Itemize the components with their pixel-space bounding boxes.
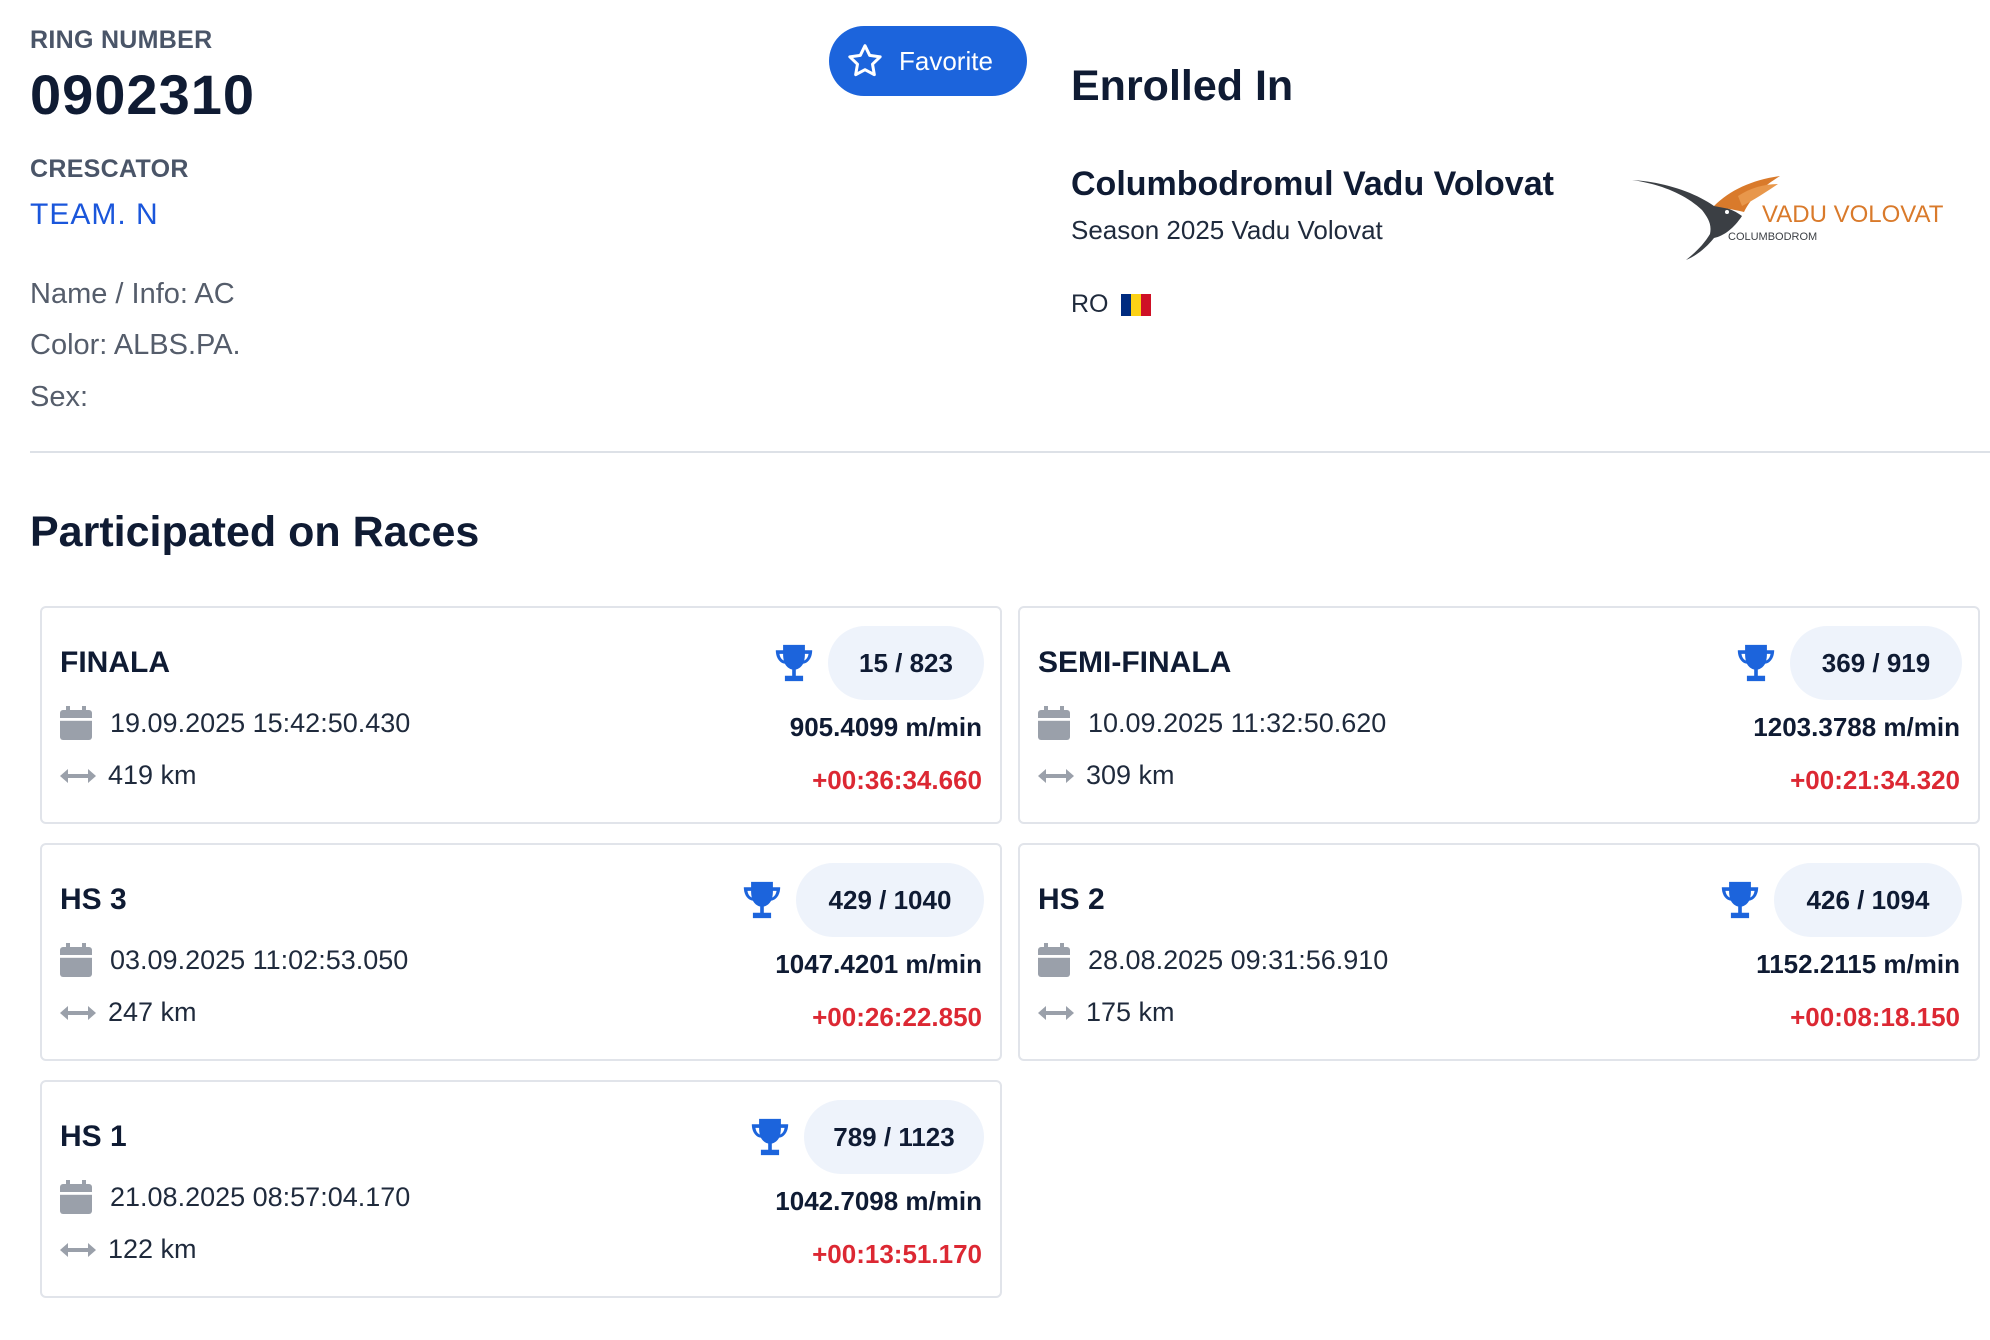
trophy-icon bbox=[775, 644, 813, 682]
calendar-icon bbox=[60, 943, 92, 977]
race-date: 19.09.2025 15:42:50.430 bbox=[60, 706, 410, 740]
race-card[interactable]: SEMI-FINALA 369 / 919 10.09.2025 11:32:5… bbox=[1018, 606, 1980, 824]
ring-number-label: RING NUMBER bbox=[30, 26, 213, 54]
race-name: HS 1 bbox=[60, 1120, 127, 1153]
race-name: HS 3 bbox=[60, 883, 127, 916]
race-date: 28.08.2025 09:31:56.910 bbox=[1038, 943, 1388, 977]
trophy-icon bbox=[751, 1118, 789, 1156]
race-speed: 1047.4201 m/min bbox=[775, 949, 982, 979]
rank-badge: 426 / 1094 bbox=[1774, 863, 1962, 937]
race-delay: +00:36:34.660 bbox=[812, 765, 982, 795]
race-delay: +00:26:22.850 bbox=[812, 1002, 982, 1032]
race-distance: 309 km bbox=[1038, 760, 1175, 791]
races-title: Participated on Races bbox=[30, 508, 480, 556]
section-divider bbox=[30, 451, 1990, 453]
race-speed: 1042.7098 m/min bbox=[775, 1186, 982, 1216]
race-speed: 1152.2115 m/min bbox=[1756, 949, 1960, 979]
race-card[interactable]: HS 3 429 / 1040 03.09.2025 11:02:53.050 … bbox=[40, 843, 1002, 1061]
race-distance: 122 km bbox=[60, 1234, 197, 1265]
distance-arrows-icon bbox=[60, 768, 96, 783]
race-name: SEMI-FINALA bbox=[1038, 646, 1232, 679]
trophy-icon bbox=[1721, 881, 1759, 919]
race-distance: 247 km bbox=[60, 997, 197, 1028]
svg-text:COLUMBODROM: COLUMBODROM bbox=[1728, 231, 1817, 243]
country-code: RO bbox=[1071, 290, 1109, 318]
calendar-icon bbox=[60, 1180, 92, 1214]
calendar-icon bbox=[1038, 943, 1070, 977]
race-speed: 905.4099 m/min bbox=[789, 712, 982, 742]
race-name: HS 2 bbox=[1038, 883, 1105, 916]
crescator-label: CRESCATOR bbox=[30, 155, 189, 183]
club-logo: VADU VOLOVAT COLUMBODROM bbox=[1632, 176, 1944, 260]
season-name: Season 2025 Vadu Volovat bbox=[1071, 215, 1383, 245]
romania-flag-icon bbox=[1120, 293, 1151, 316]
race-speed: 1203.3788 m/min bbox=[1753, 712, 1960, 742]
race-delay: +00:21:34.320 bbox=[1790, 765, 1960, 795]
club-name[interactable]: Columbodromul Vadu Volovat bbox=[1071, 165, 1554, 203]
distance-arrows-icon bbox=[1038, 1005, 1074, 1020]
ring-number: 0902310 bbox=[30, 63, 256, 126]
race-delay: +00:13:51.170 bbox=[812, 1239, 982, 1269]
name-info: Name / Info: AC bbox=[30, 278, 235, 310]
rank-badge: 369 / 919 bbox=[1790, 626, 1962, 700]
favorite-button[interactable]: Favorite bbox=[829, 26, 1027, 96]
trophy-icon bbox=[1737, 644, 1775, 682]
race-delay: +00:08:18.150 bbox=[1790, 1002, 1960, 1032]
sex-info: Sex: bbox=[30, 381, 89, 413]
star-icon bbox=[848, 44, 882, 77]
distance-arrows-icon bbox=[60, 1242, 96, 1257]
country: RO bbox=[1071, 290, 1151, 319]
rank-badge: 15 / 823 bbox=[828, 626, 984, 700]
favorite-label: Favorite bbox=[899, 45, 993, 76]
race-card[interactable]: FINALA 15 / 823 19.09.2025 15:42:50.430 … bbox=[40, 606, 1002, 824]
rank-badge: 789 / 1123 bbox=[804, 1100, 984, 1174]
trophy-icon bbox=[743, 881, 781, 919]
race-date: 10.09.2025 11:32:50.620 bbox=[1038, 706, 1386, 740]
enrolled-title: Enrolled In bbox=[1071, 62, 1294, 110]
crescator-link[interactable]: TEAM. N bbox=[30, 198, 159, 231]
race-card[interactable]: HS 1 789 / 1123 21.08.2025 08:57:04.170 … bbox=[40, 1080, 1002, 1298]
rank-badge: 429 / 1040 bbox=[796, 863, 984, 937]
race-distance: 175 km bbox=[1038, 997, 1175, 1028]
race-distance: 419 km bbox=[60, 760, 197, 791]
distance-arrows-icon bbox=[1038, 768, 1074, 783]
race-date: 03.09.2025 11:02:53.050 bbox=[60, 943, 408, 977]
distance-arrows-icon bbox=[60, 1005, 96, 1020]
race-card[interactable]: HS 2 426 / 1094 28.08.2025 09:31:56.910 … bbox=[1018, 843, 1980, 1061]
calendar-icon bbox=[60, 706, 92, 740]
race-name: FINALA bbox=[60, 646, 170, 679]
race-date: 21.08.2025 08:57:04.170 bbox=[60, 1180, 410, 1214]
color-info: Color: ALBS.PA. bbox=[30, 329, 241, 361]
svg-text:VADU VOLOVAT: VADU VOLOVAT bbox=[1762, 201, 1944, 228]
calendar-icon bbox=[1038, 706, 1070, 740]
bird-header: RING NUMBER 0902310 CRESCATOR TEAM. N Na… bbox=[0, 0, 1990, 452]
